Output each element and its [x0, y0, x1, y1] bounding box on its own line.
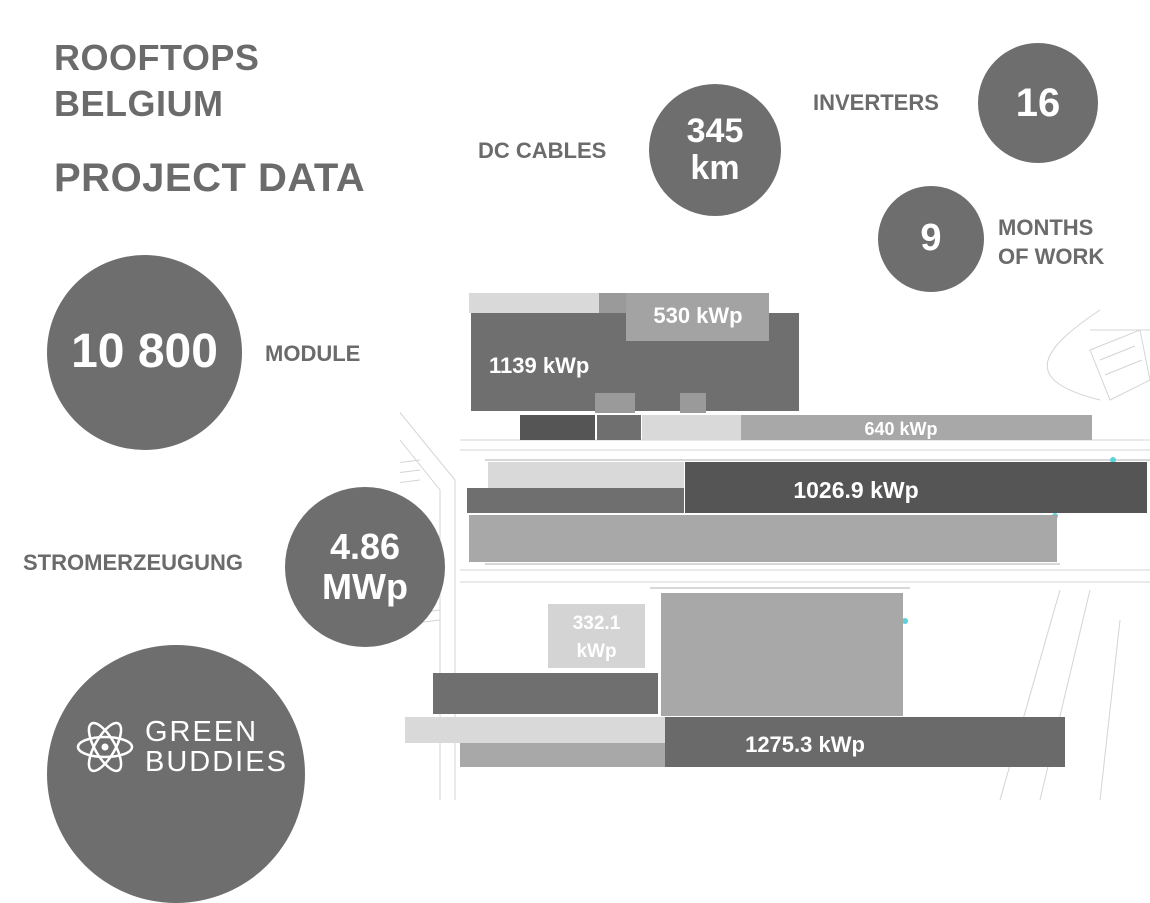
months-circle: 9 [878, 186, 984, 292]
roof-block-row5-pale [405, 717, 665, 743]
power-unit: MWp [322, 566, 408, 607]
page-subtitle: PROJECT DATA [54, 156, 366, 200]
roof-block-pale-small [642, 415, 741, 440]
roof-block-640 [741, 415, 1092, 440]
months-label-line-2: OF WORK [998, 244, 1105, 269]
rooftop-label-530: 530 kWp [653, 303, 743, 328]
title-line-2: BELGIUM [54, 83, 224, 124]
months-label-line-1: MONTHS [998, 215, 1094, 240]
rooftop-label-640: 640 kWp [864, 419, 938, 439]
dc-cables-value: 345 [686, 111, 744, 150]
inverters-circle: 16 [978, 43, 1098, 163]
power-label: STROMERZEUGUNG [23, 550, 243, 575]
logo-text-line-1: GREEN [145, 716, 259, 748]
modules-label: MODULE [265, 341, 361, 366]
rooftop-label-332-unit: kWp [576, 641, 617, 662]
site-plan-drawing [400, 309, 1150, 800]
atom-icon [76, 722, 134, 773]
roof-block-small-1 [595, 393, 635, 413]
roof-block-1026 [685, 462, 1147, 513]
title-line-1: ROOFTOPS [54, 37, 260, 78]
logo-circle: GREEN BUDDIES [47, 645, 305, 903]
power-value: 4.86 [329, 526, 401, 568]
roof-block-top-pale [469, 293, 599, 313]
roof-block-row2-pale [488, 462, 684, 488]
roof-block-1275 [665, 717, 1065, 767]
rooftop-label-332-value: 332.1 [572, 613, 621, 634]
rooftop-label-1275: 1275.3 kWp [745, 732, 865, 757]
dc-cables-circle: 345 km [649, 84, 781, 216]
roof-block-row3-light [469, 515, 1057, 562]
inverters-label: INVERTERS [813, 90, 939, 115]
modules-circle: 10 800 [47, 255, 242, 450]
rooftop-label-1139: 1139 kWp [489, 353, 590, 378]
roof-block-530 [626, 293, 769, 341]
roof-block-mid-small [597, 415, 641, 440]
roof-block-332 [548, 604, 645, 668]
roof-block-row4-mid [433, 673, 658, 714]
dc-cables-unit: km [690, 149, 740, 187]
months-value: 9 [920, 217, 942, 260]
roof-block-large-square [661, 593, 903, 716]
modules-value: 10 800 [71, 325, 218, 379]
inverters-value: 16 [1015, 81, 1061, 125]
roof-block-small-2 [680, 393, 706, 413]
roof-block-dark-small [520, 415, 595, 440]
roof-block-row2-mid [467, 488, 684, 513]
dc-cables-label: DC CABLES [478, 138, 607, 163]
rooftop-label-1026: 1026.9 kWp [793, 477, 919, 503]
roof-block-row5-light [460, 743, 665, 767]
power-circle: 4.86 MWp [285, 487, 445, 647]
logo-text-line-2: BUDDIES [145, 746, 288, 779]
